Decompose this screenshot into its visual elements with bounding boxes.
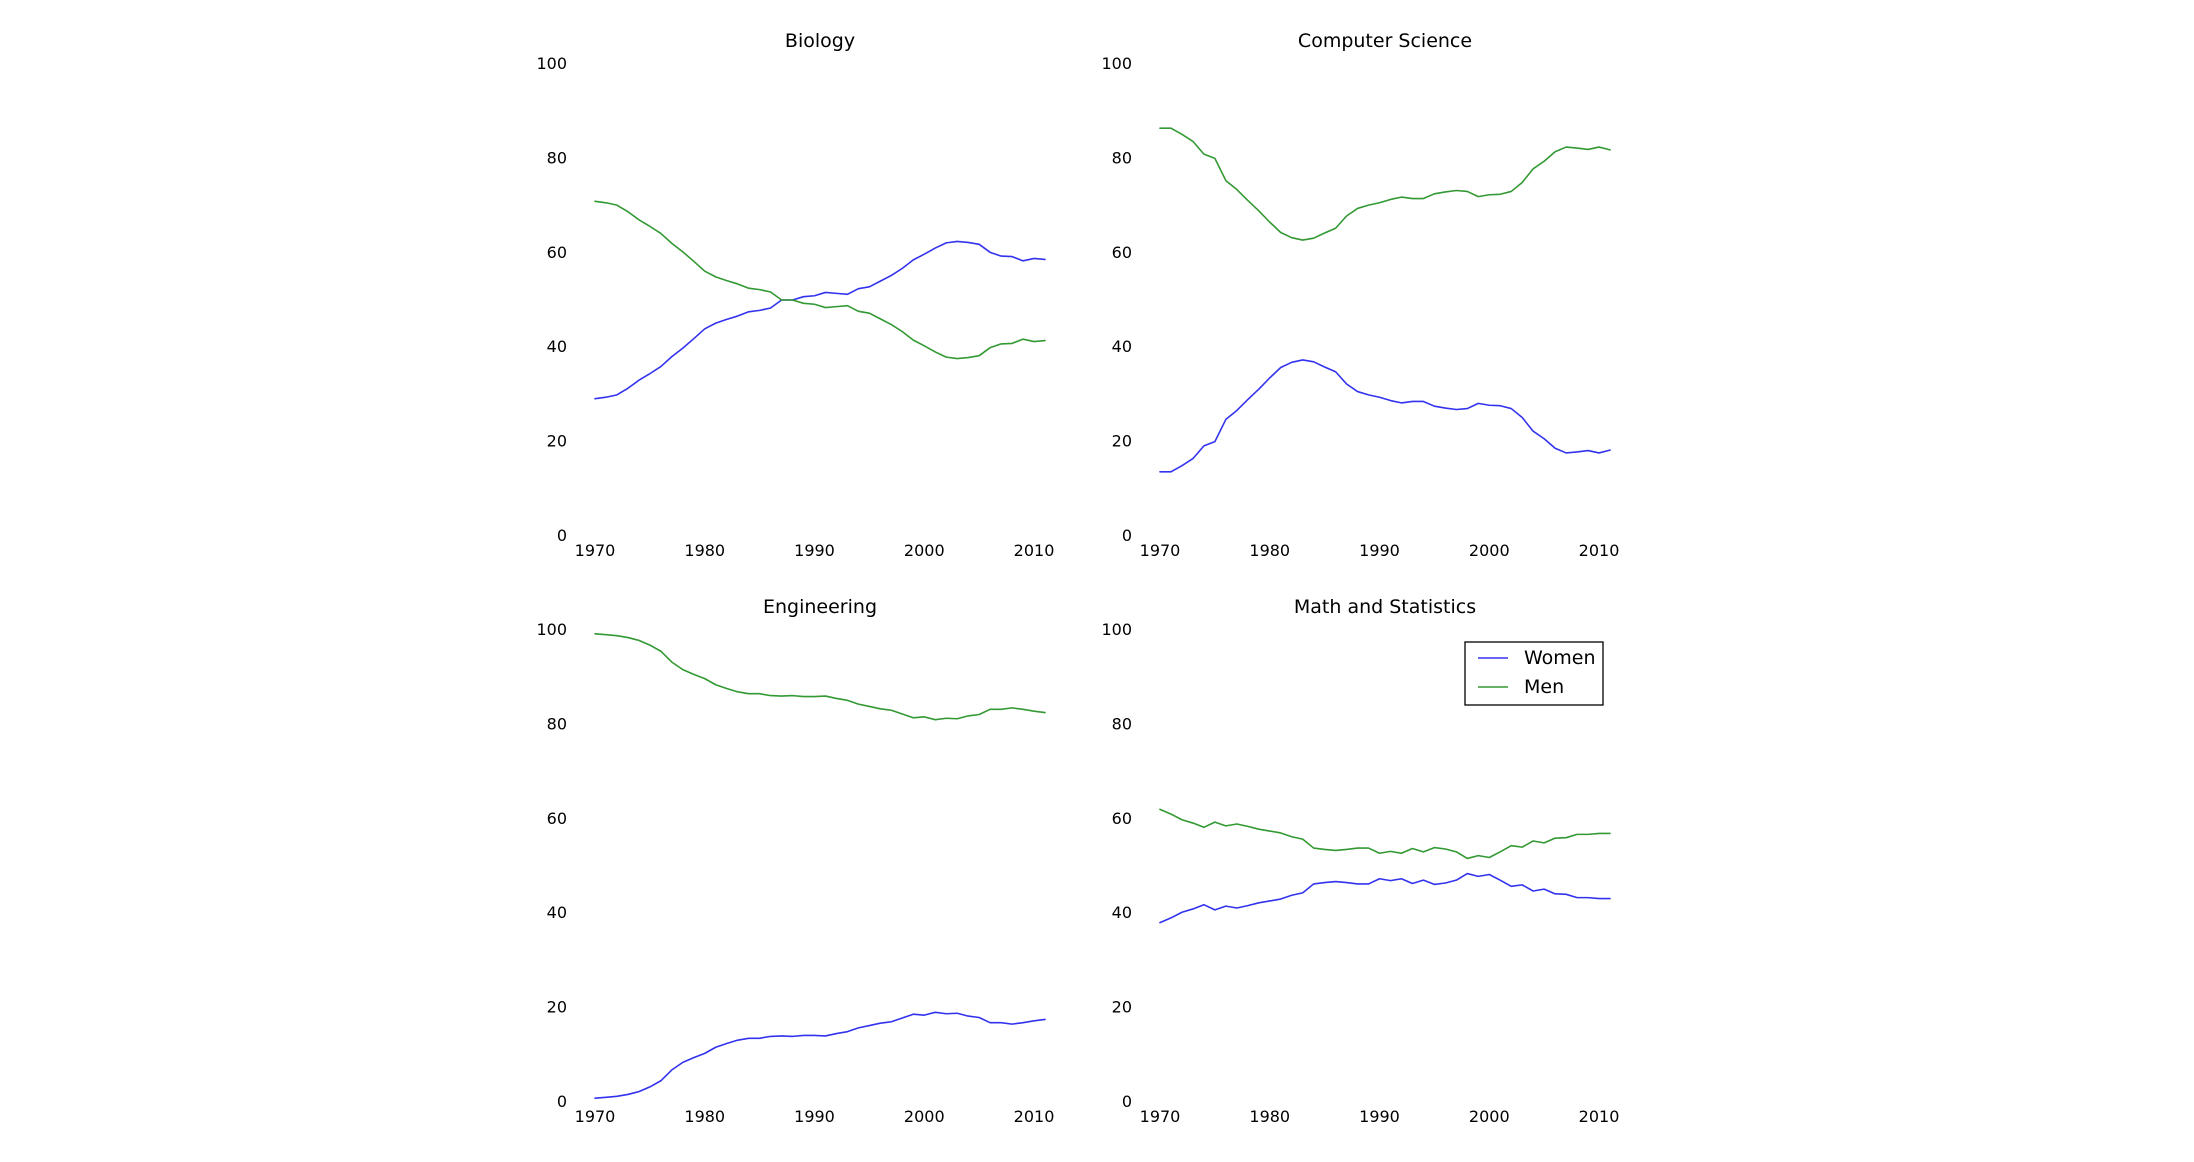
series-line-men: [1159, 127, 1611, 241]
y-tick-label: 0: [557, 1092, 567, 1111]
y-tick-label: 20: [547, 432, 567, 451]
x-tick-label: 1970: [1140, 541, 1181, 560]
y-tick-label: 60: [547, 243, 567, 262]
y-tick-label: 60: [547, 809, 567, 828]
x-tick-label: 2000: [1469, 541, 1510, 560]
legend-box: [1464, 641, 1604, 706]
x-tick-label: 1980: [684, 1107, 725, 1126]
x-tick-label: 1990: [1359, 541, 1400, 560]
panel-computer-science: Computer Science 0 20 40 60 80 100 1970 1980 1990…: [1101, 30, 1619, 560]
y-tick-label: 100: [536, 54, 567, 73]
y-tick-label: 0: [557, 526, 567, 545]
x-tick-label: 1980: [1249, 1107, 1290, 1126]
x-tick-label: 1980: [684, 541, 725, 560]
x-tick-label: 1970: [575, 541, 616, 560]
x-tick-label: 2010: [1579, 541, 1620, 560]
x-tick-label: 2010: [1014, 541, 1055, 560]
x-tick-label: 1980: [1249, 541, 1290, 560]
y-tick-label: 20: [1112, 432, 1132, 451]
series-line-women: [1159, 359, 1611, 473]
y-tick-label: 40: [1112, 337, 1132, 356]
y-tick-label: 60: [1112, 243, 1132, 262]
panel-engineering: Engineering 0 20 40 60 80 100 1970 1980 1990 2000 2…: [536, 596, 1054, 1126]
y-tick-label: 80: [1112, 714, 1132, 733]
y-tick-label: 0: [1122, 526, 1132, 545]
legend: Women Men: [1464, 641, 1604, 706]
y-tick-label: 20: [547, 998, 567, 1017]
series-line-men: [594, 632, 1046, 721]
legend-label-men: Men: [1524, 676, 1564, 698]
y-tick-label: 0: [1122, 1092, 1132, 1111]
x-tick-label: 2000: [1469, 1107, 1510, 1126]
panel-biology: Biology 0 20 40 60 80 100 1970 1980 1990 2000 2010: [536, 30, 1054, 560]
panel-title: Computer Science: [1298, 30, 1472, 52]
y-tick-label: 60: [1112, 809, 1132, 828]
y-tick-label: 100: [536, 620, 567, 639]
series-line-men: [1159, 808, 1611, 860]
x-tick-label: 2000: [904, 1107, 945, 1126]
x-tick-label: 1990: [1359, 1107, 1400, 1126]
y-tick-label: 80: [547, 148, 567, 167]
series-line-women: [594, 240, 1046, 400]
y-tick-label: 20: [1112, 998, 1132, 1017]
x-tick-label: 2010: [1014, 1107, 1055, 1126]
panel-math-and-statistics: Math and Statistics 0 20 40 60 80 100 1970 1980 1…: [1101, 596, 1619, 1126]
x-tick-label: 2010: [1579, 1107, 1620, 1126]
panel-title: Engineering: [763, 596, 877, 618]
y-tick-label: 100: [1101, 620, 1132, 639]
series-line-women: [594, 1011, 1046, 1100]
series-line-men: [594, 200, 1046, 360]
y-tick-label: 40: [547, 903, 567, 922]
x-tick-label: 2000: [904, 541, 945, 560]
panel-title: Math and Statistics: [1294, 596, 1476, 618]
x-tick-label: 1970: [575, 1107, 616, 1126]
panel-title: Biology: [785, 30, 855, 52]
x-tick-label: 1990: [794, 541, 835, 560]
y-tick-label: 100: [1101, 54, 1132, 73]
x-tick-label: 1970: [1140, 1107, 1181, 1126]
y-tick-label: 80: [547, 714, 567, 733]
y-tick-label: 40: [547, 337, 567, 356]
legend-label-women: Women: [1524, 647, 1596, 669]
y-tick-label: 40: [1112, 903, 1132, 922]
x-tick-label: 1990: [794, 1107, 835, 1126]
series-line-women: [1159, 872, 1611, 924]
y-tick-label: 80: [1112, 148, 1132, 167]
